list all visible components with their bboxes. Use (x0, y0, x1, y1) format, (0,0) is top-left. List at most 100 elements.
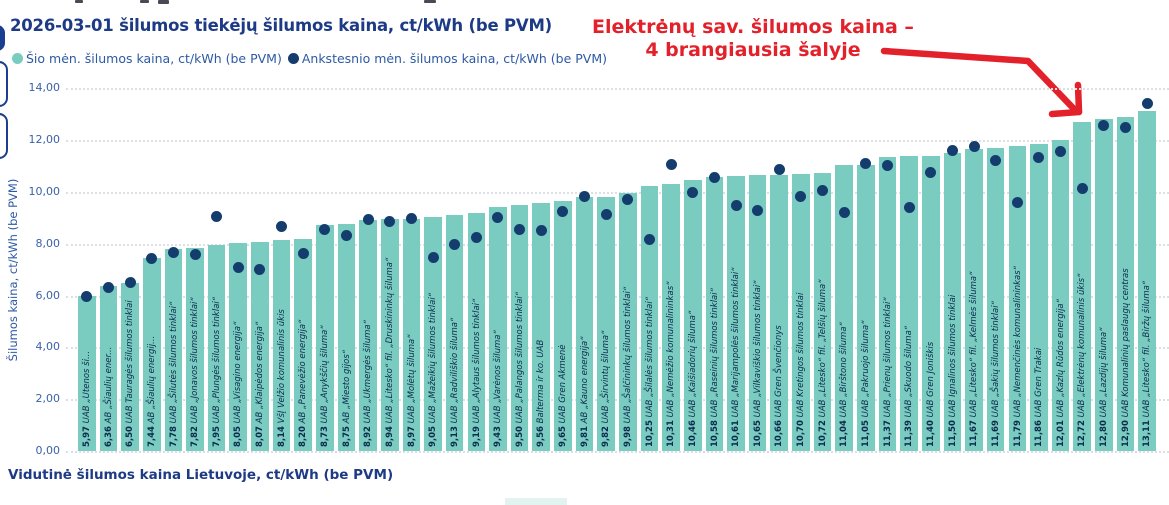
bar-label: 6,36 AB „Šiaulių ener... (101, 291, 119, 451)
y-tick-label: 14,00 (28, 81, 61, 95)
bar-label: 11,79 UAB „Nemenčinės komunalininkas“ (1010, 151, 1028, 451)
bar-value: 9,13 (449, 426, 460, 447)
bar-company-name: UAB „Vilkaviškio šilumos tinklai“ (752, 280, 763, 421)
prev-month-dot (773, 164, 785, 176)
bar-label: 9,50 UAB „Palangos šilumos tinklai“ (512, 210, 530, 451)
bar-company-name: Balterma ir ko. UAB (536, 339, 547, 427)
bar-value: 8,94 (384, 426, 395, 447)
price-bar (78, 296, 96, 451)
bar-label: 8,75 AB „Miesto gijos“ (339, 229, 357, 451)
cut-off-button-outline-1[interactable] (0, 61, 8, 107)
prev-month-dot (1011, 196, 1023, 208)
bar-value: 9,19 (471, 426, 482, 447)
bar-company-name: UAB Ignalinos šilumos tinklai (947, 294, 958, 421)
y-tick-label: 0,00 (35, 444, 61, 457)
prev-month-dot (167, 247, 179, 259)
chart-title: 2026-03-01 šilumos tiekėjų šilumos kaina… (10, 16, 553, 35)
bar-company-name: UAB „Šakių šilumos tinklai“ (990, 300, 1001, 421)
bar-company-name: UAB „Ukmergės šiluma“ (363, 320, 374, 427)
bar-company-name: UAB „Litesko“ fil. „Telšių šiluma“ (817, 279, 828, 421)
gridline (66, 399, 1169, 402)
bar-value: 10,70 (796, 420, 807, 447)
prev-month-dot (687, 186, 699, 198)
price-bar (748, 175, 767, 451)
bar-company-name: UAB „Anykščių šiluma“ (320, 325, 331, 427)
bar-company-name: UAB „Varėnos šiluma“ (493, 330, 504, 427)
legend-item-previous: Ankstesnio mėn. šilumos kaina, ct/kWh (b… (287, 51, 607, 66)
bar-label: 10,46 UAB „Kaišiadorių šiluma“ (685, 185, 703, 451)
bar-label: 7,95 UAB „Plungės šilumos tinklai“ (209, 250, 227, 451)
bar-value: 11,50 (947, 420, 958, 447)
bar-label: 9,81 AB „Kauno energija“ (577, 202, 595, 451)
bar-label: 7,82 UAB „Jonavos šilumos tinklai“ (187, 253, 205, 451)
bar-value: 10,25 (644, 420, 655, 447)
price-bar (272, 240, 291, 451)
bar-company-name: UAB Gren Trakai (1034, 347, 1045, 421)
bar-value: 8,73 (320, 426, 331, 447)
price-bar (683, 180, 702, 451)
y-tick-label: 10,00 (28, 185, 61, 198)
bar-value: 11,04 (839, 420, 850, 447)
bar-label: 13,11 UAB „Litesko“ fil. „Biržų šiluma“ (1139, 116, 1157, 451)
prev-month-dot (622, 193, 634, 205)
bar-label: 11,40 UAB Gren Joniškis (923, 161, 941, 451)
bar-value: 9,65 (558, 426, 569, 447)
bar-company-name: UAB „Litesko“ fil. „Kelmės šiluma“ (969, 271, 980, 421)
bar-label: 10,66 UAB Gren Švenčionys (771, 180, 789, 451)
bar-value: 12,80 (1099, 420, 1110, 447)
prev-month-dot (189, 248, 201, 260)
cut-off-button-filled[interactable] (0, 25, 5, 51)
bar-value: 12,90 (1120, 420, 1131, 447)
price-bar (251, 241, 269, 451)
cut-off-text-fragment (140, 0, 149, 3)
price-bar (597, 196, 615, 451)
prev-month-dot (990, 155, 1002, 167)
cut-off-element-bottom (505, 498, 567, 505)
bar-label: 7,78 UAB „Šilutės šilumos tinklai“ (166, 255, 184, 452)
price-bar (986, 148, 1005, 451)
price-bar (662, 183, 680, 451)
bar-company-name: UAB „Marijampolės šilumos tinklai“ (731, 267, 742, 421)
bar-label: 12,90 UAB Komunalinių paslaugų centras (1118, 122, 1136, 451)
bar-label: 9,43 UAB „Varėnos šiluma“ (490, 212, 508, 451)
price-bar (359, 219, 377, 451)
prev-month-dot (232, 261, 244, 273)
bar-company-name: UAB „Jonavos šilumos tinklai“ (190, 297, 201, 427)
bar-company-name: AB „Šiaulių ener... (103, 346, 114, 427)
bar-company-name: UAB Kretingos šilumos tinklai (796, 292, 807, 421)
price-bar (402, 218, 421, 451)
bar-label: 12,80 UAB „Lazdijų šiluma“ (1096, 124, 1114, 451)
price-bar (207, 245, 226, 451)
bar-label: 7,44 AB „Šiaulių energij... (144, 263, 162, 451)
bar-company-name: AB „Klaipėdos energija“ (255, 321, 266, 427)
bar-company-name: UAB Gren Švenčionys (774, 325, 785, 421)
bar-value: 10,61 (731, 420, 742, 447)
gridline (66, 243, 1169, 246)
cut-off-button-outline-2[interactable] (0, 113, 8, 159)
bar-value: 7,78 (168, 426, 179, 447)
gridline (66, 451, 1169, 453)
bar-value: 9,98 (623, 426, 633, 447)
legend-swatch-current-icon (12, 53, 23, 64)
prev-month-dot (470, 232, 482, 244)
prev-month-dot (492, 212, 504, 224)
bar-label: 10,31 UAB „Nemėžio komunalininkas“ (663, 189, 681, 451)
prev-month-dot (557, 205, 569, 217)
price-bar (619, 192, 637, 451)
price-bar (727, 176, 745, 451)
bar-company-name: UAB „Alytaus šilumos tinklai“ (471, 298, 482, 427)
prev-month-dot (384, 216, 396, 228)
bar-value: 9,50 (514, 426, 525, 447)
price-bar (99, 286, 118, 451)
prev-month-dot (752, 204, 764, 216)
price-bar (1095, 119, 1113, 451)
bar-value: 8,97 (406, 426, 417, 447)
cut-off-text-fragment (75, 0, 83, 3)
bar-label: 11,86 UAB Gren Trakai (1031, 149, 1049, 451)
bar-label: 9,13 UAB „Radviliškio šiluma“ (447, 220, 465, 451)
price-bar (142, 258, 161, 451)
price-bar (489, 206, 507, 451)
bar-company-name: UAB „Mažeikių šilumos tinklai“ (428, 292, 439, 427)
annotation-line2: 4 brangiausia šalyje (645, 39, 861, 62)
price-bar (445, 214, 464, 451)
